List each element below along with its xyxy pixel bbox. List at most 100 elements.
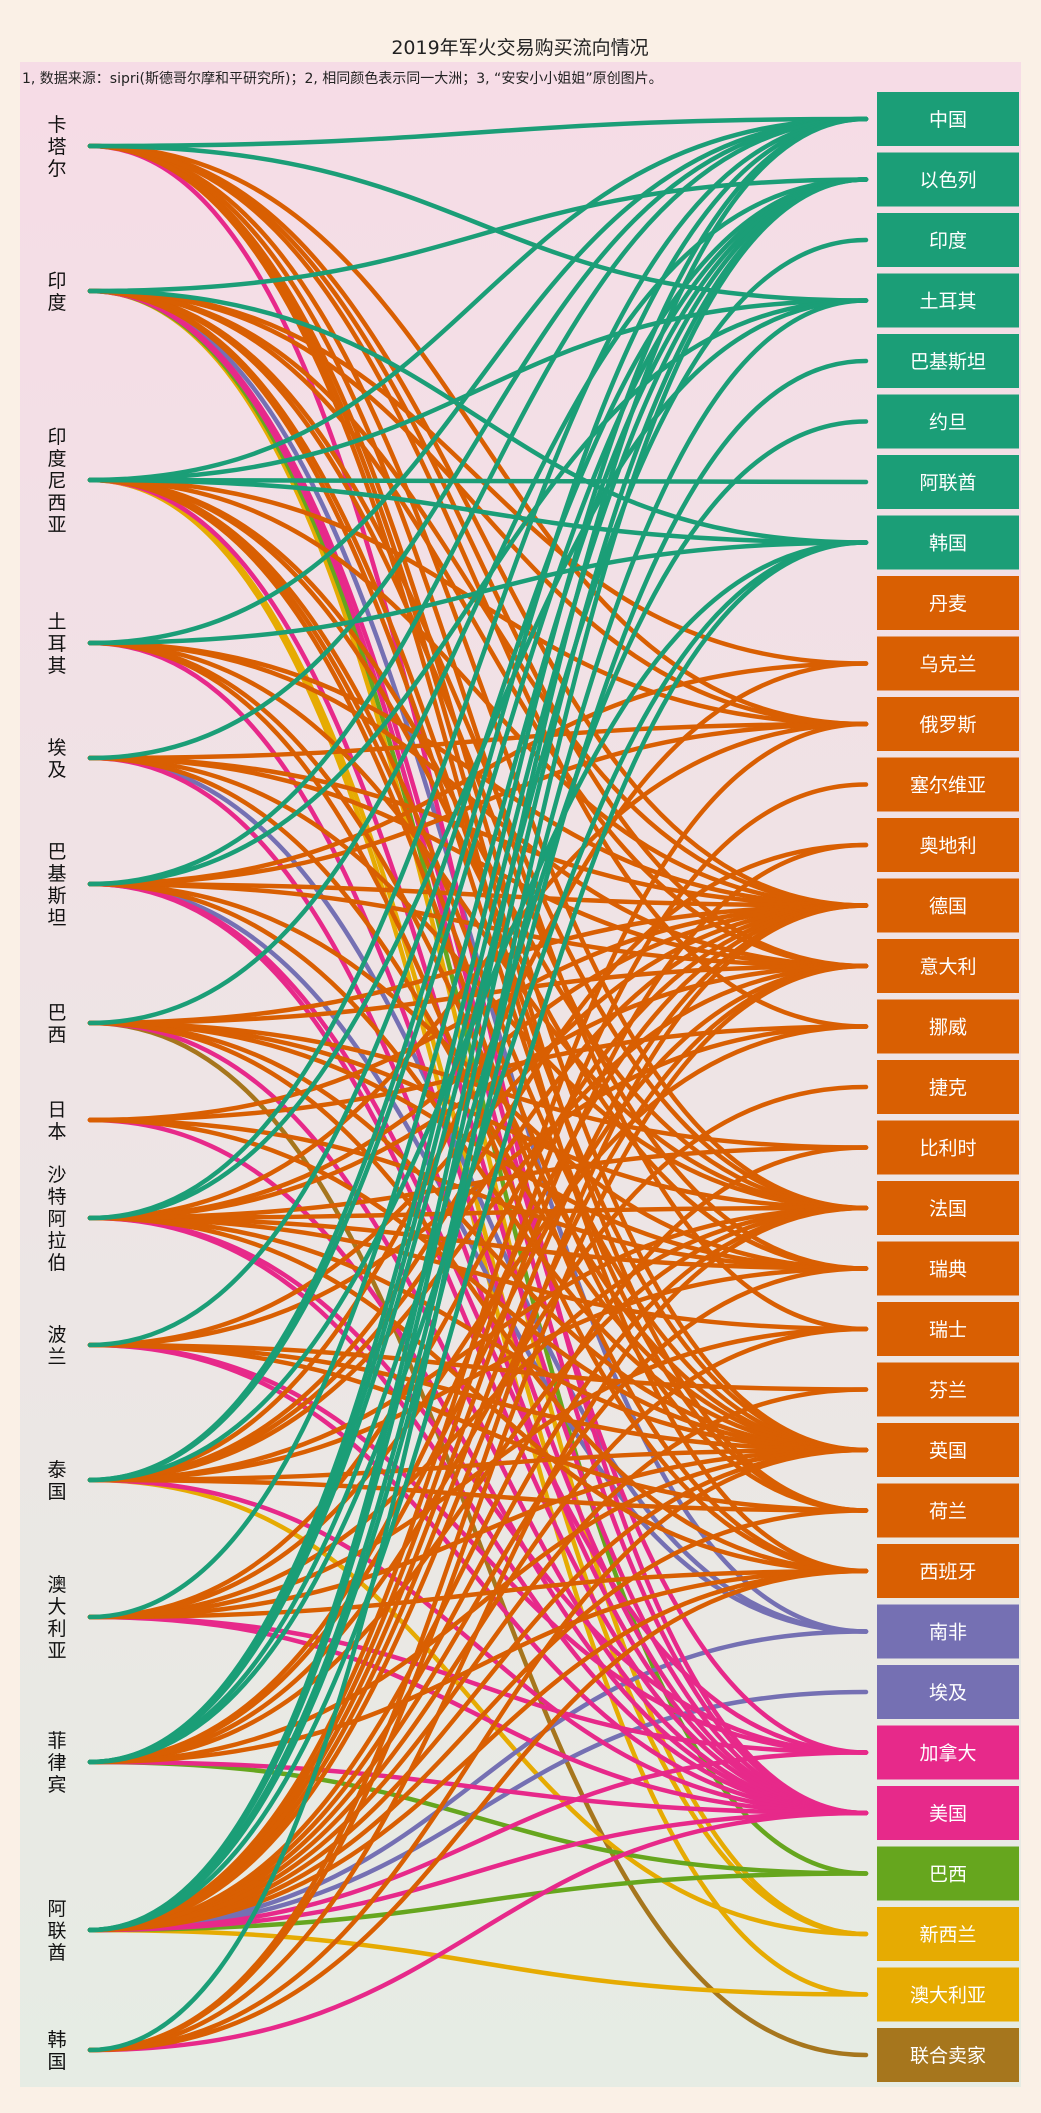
flow-link <box>87 1205 869 1933</box>
flow-link <box>87 755 869 1211</box>
flow-link <box>87 116 869 761</box>
flow-link <box>87 1477 869 1937</box>
sellers-layer: 中国以色列印度土耳其巴基斯坦约旦阿联酋韩国丹麦乌克兰俄罗斯塞尔维亚奥地利德国意大… <box>877 92 1019 2082</box>
flow-link <box>87 143 869 969</box>
seller-box <box>877 1483 1019 1538</box>
flow-link <box>87 1117 869 1453</box>
buyer-label: 韩国 <box>47 2029 66 2073</box>
flow-link <box>87 1629 869 1933</box>
flow-link <box>87 143 869 303</box>
flow-link <box>87 1215 869 1816</box>
seller-label: 阿联酋 <box>919 472 976 494</box>
seller-label: 埃及 <box>929 1682 967 1704</box>
flow-link <box>87 177 869 1765</box>
seller-box <box>877 757 1019 812</box>
flow-link <box>87 1145 869 1221</box>
flow-link <box>87 903 869 1620</box>
seller-label: 丹麦 <box>929 593 967 615</box>
seller-node: 德国 <box>877 878 1019 933</box>
chart-title: 2019年军火交易购买流向情况 <box>391 37 648 59</box>
seller-box <box>877 1060 1019 1114</box>
seller-label: 塞尔维亚 <box>910 775 986 797</box>
seller-node: 约旦 <box>877 394 1019 449</box>
flow-link <box>87 1215 869 1574</box>
flow-link <box>87 288 869 727</box>
flow-link <box>87 143 869 1211</box>
flow-link <box>87 1342 869 1453</box>
flow-link <box>87 1205 869 1765</box>
flow-link <box>87 1447 869 2053</box>
flow-link <box>87 1024 869 1348</box>
seller-box <box>877 939 1019 993</box>
seller-box <box>877 394 1019 449</box>
flow-link <box>87 1145 869 1933</box>
buyer-label: 印度尼西亚 <box>47 426 66 536</box>
seller-node: 挪威 <box>877 999 1019 1054</box>
flow-link <box>87 661 869 887</box>
flow-link <box>87 1927 869 1997</box>
seller-box <box>877 576 1019 630</box>
buyer-label: 巴基斯坦 <box>47 841 66 929</box>
seller-node: 巴基斯坦 <box>877 334 1019 388</box>
seller-node: 奥地利 <box>877 818 1019 872</box>
flow-link <box>87 116 869 149</box>
seller-node: 澳大利亚 <box>877 1967 1019 2022</box>
seller-node: 巴西 <box>877 1846 1019 1901</box>
flow-link <box>87 1568 869 1765</box>
flow-link <box>87 116 869 1483</box>
seller-box <box>877 273 1019 328</box>
seller-box <box>877 515 1019 570</box>
flow-link <box>87 116 869 483</box>
seller-node: 塞尔维亚 <box>877 757 1019 812</box>
flow-link <box>87 1810 869 1933</box>
seller-node: 以色列 <box>877 152 1019 207</box>
seller-label: 澳大利亚 <box>910 1985 986 2007</box>
seller-label: 意大利 <box>919 956 976 978</box>
flow-link <box>87 177 869 2053</box>
seller-node: 乌克兰 <box>877 636 1019 691</box>
seller-node: 南非 <box>877 1604 1019 1659</box>
seller-node: 中国 <box>877 92 1019 146</box>
seller-node: 阿联酋 <box>877 455 1019 509</box>
seller-node: 埃及 <box>877 1665 1019 1719</box>
seller-label: 南非 <box>929 1622 967 1644</box>
seller-label: 中国 <box>929 109 967 131</box>
seller-box <box>877 1786 1019 1840</box>
seller-box <box>877 1120 1019 1175</box>
flow-link <box>87 963 869 2053</box>
seller-box <box>877 1362 1019 1417</box>
flow-link <box>87 177 869 1483</box>
seller-label: 奥地利 <box>919 835 976 857</box>
seller-label: 英国 <box>929 1440 967 1462</box>
seller-box <box>877 152 1019 207</box>
buyers-layer: 卡塔尔印度印度尼西亚土耳其埃及巴基斯坦巴西日本沙特阿拉伯波兰泰国澳大利亚菲律宾阿… <box>47 114 66 2073</box>
flow-link <box>87 1614 869 1816</box>
buyer-label: 巴西 <box>47 1002 66 1046</box>
flow-link <box>87 237 869 1765</box>
seller-node: 瑞士 <box>877 1302 1019 1356</box>
flow-link <box>87 1205 869 1483</box>
seller-label: 法国 <box>929 1198 967 1220</box>
seller-label: 比利时 <box>919 1138 976 1160</box>
seller-box <box>877 334 1019 388</box>
buyer-label: 澳大利亚 <box>47 1574 66 1662</box>
flow-link <box>87 477 869 1271</box>
buyer-label: 泰国 <box>47 1459 66 1503</box>
flow-link <box>87 1568 869 2053</box>
flow-link <box>87 903 869 1933</box>
seller-box <box>877 1241 1019 1296</box>
seller-box <box>877 1181 1019 1235</box>
flow-link <box>87 540 869 1933</box>
seller-label: 新西兰 <box>919 1924 976 1946</box>
seller-box <box>877 999 1019 1054</box>
seller-label: 挪威 <box>929 1017 967 1039</box>
chart-subtitle: 1, 数据来源：sipri(斯德哥尔摩和平研究所)；2, 相同颜色表示同一大洲；… <box>22 70 663 87</box>
seller-node: 法国 <box>877 1181 1019 1235</box>
flow-link <box>87 881 869 1816</box>
flow-link <box>87 288 869 666</box>
flow-link <box>87 177 869 1348</box>
flow-link <box>87 1810 869 2053</box>
seller-label: 巴基斯坦 <box>910 351 986 373</box>
seller-node: 意大利 <box>877 939 1019 993</box>
